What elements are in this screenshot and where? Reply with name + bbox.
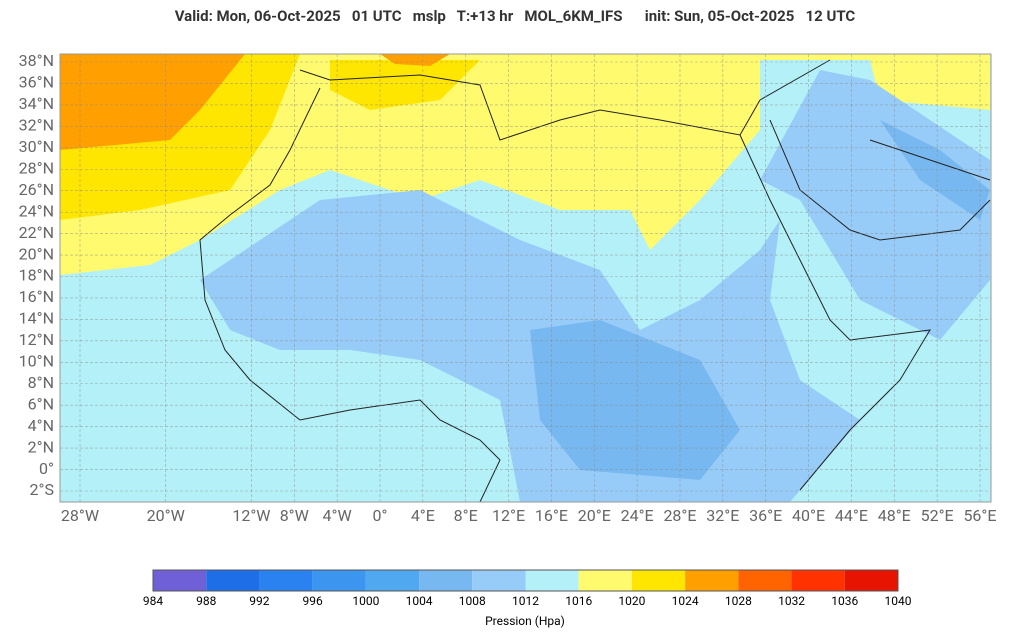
colorbar-label: 1004 [406, 594, 433, 608]
colorbar-swatch [312, 570, 366, 591]
lat-label: 14°N [19, 309, 54, 328]
lat-label: 38°N [19, 51, 54, 70]
lon-label: 28°E [663, 506, 696, 525]
lon-label: 20°E [578, 506, 611, 525]
colorbar-title: Pression (Hpa) [485, 614, 565, 628]
colorbar-swatch [259, 570, 313, 591]
lat-label: 22°N [19, 223, 54, 242]
colorbar-label: 1008 [459, 594, 486, 608]
lat-label: 12°N [19, 330, 54, 349]
lat-label: 0° [39, 459, 54, 478]
colorbar-label: 1040 [885, 594, 912, 608]
map-frame [59, 53, 992, 503]
lon-label: 32°E [706, 506, 739, 525]
lon-label: 16°E [535, 506, 568, 525]
colorbar-swatch [738, 570, 792, 591]
lat-label: 4°N [28, 416, 54, 435]
colorbar-label: 1000 [352, 594, 379, 608]
lat-label: 6°N [28, 394, 54, 413]
title: Valid: Mon, 06-Oct-2025 01 UTC mslp T:+1… [175, 7, 856, 25]
colorbar-label: 996 [303, 594, 323, 608]
colorbar-swatch [791, 570, 845, 591]
lat-label: 34°N [19, 94, 54, 113]
colorbar-label: 1028 [725, 594, 752, 608]
low-pressure-area [200, 70, 990, 502]
lat-label: 10°N [19, 352, 54, 371]
lon-label: 12°E [492, 506, 525, 525]
colorbar-label: 1032 [778, 594, 805, 608]
colorbar-label: 1016 [565, 594, 592, 608]
coastline [199, 59, 991, 502]
colorbar-swatch [472, 570, 526, 591]
colorbar-swatch [844, 570, 898, 591]
lat-label: 20°N [19, 244, 54, 263]
colorbar-swatch [685, 570, 739, 591]
lon-label: 20°W [147, 506, 185, 525]
high-pressure-core [60, 54, 450, 150]
lat-label: 30°N [19, 137, 54, 156]
colorbar-swatch [631, 570, 686, 591]
high-pressure-area [60, 54, 990, 275]
lon-label: 24°E [621, 506, 654, 525]
lon-label: 28°W [61, 506, 99, 525]
lon-label: 40°E [792, 506, 825, 525]
colorbar-label: 984 [143, 594, 163, 608]
lon-label: 56°E [963, 506, 996, 525]
map [60, 54, 991, 502]
colorbar-label: 1020 [618, 594, 645, 608]
colorbar-swatch [525, 570, 579, 591]
lon-label: 12°W [232, 506, 270, 525]
lat-label: 8°N [28, 373, 54, 392]
lon-label: 0° [373, 506, 388, 525]
colorbar-label: 988 [196, 594, 216, 608]
lat-label: 24°N [19, 201, 54, 220]
low-pressure-core [530, 120, 990, 480]
lon-label: 44°E [835, 506, 868, 525]
lat-label: 26°N [19, 180, 54, 199]
colorbar-swatch [365, 570, 420, 591]
lat-label: 16°N [19, 287, 54, 306]
colorbar-swatch [419, 570, 473, 591]
lon-label: 48°E [878, 506, 911, 525]
lon-label: 8°W [280, 506, 309, 525]
colorbar-frame [152, 569, 899, 592]
colorbar-label: 992 [249, 594, 269, 608]
colorbar-swatch [206, 570, 260, 591]
colorbar-label: 1012 [512, 594, 539, 608]
lat-label: 36°N [19, 73, 54, 92]
colorbar-label: 1036 [831, 594, 858, 608]
lat-label: 28°N [19, 158, 54, 177]
lon-label: 52°E [921, 506, 954, 525]
lon-label: 4°W [323, 506, 352, 525]
lon-label: 8°E [454, 506, 478, 525]
colorbar-label: 1024 [672, 594, 699, 608]
lat-label: 18°N [19, 266, 54, 285]
colorbar-swatch [153, 570, 207, 591]
lon-label: 36°E [749, 506, 782, 525]
colorbar-swatch [578, 570, 632, 591]
lat-label: 32°N [19, 116, 54, 135]
lon-label: 4°E [411, 506, 435, 525]
lat-label: 2°N [28, 437, 54, 456]
lat-label: 2°S [30, 480, 54, 499]
